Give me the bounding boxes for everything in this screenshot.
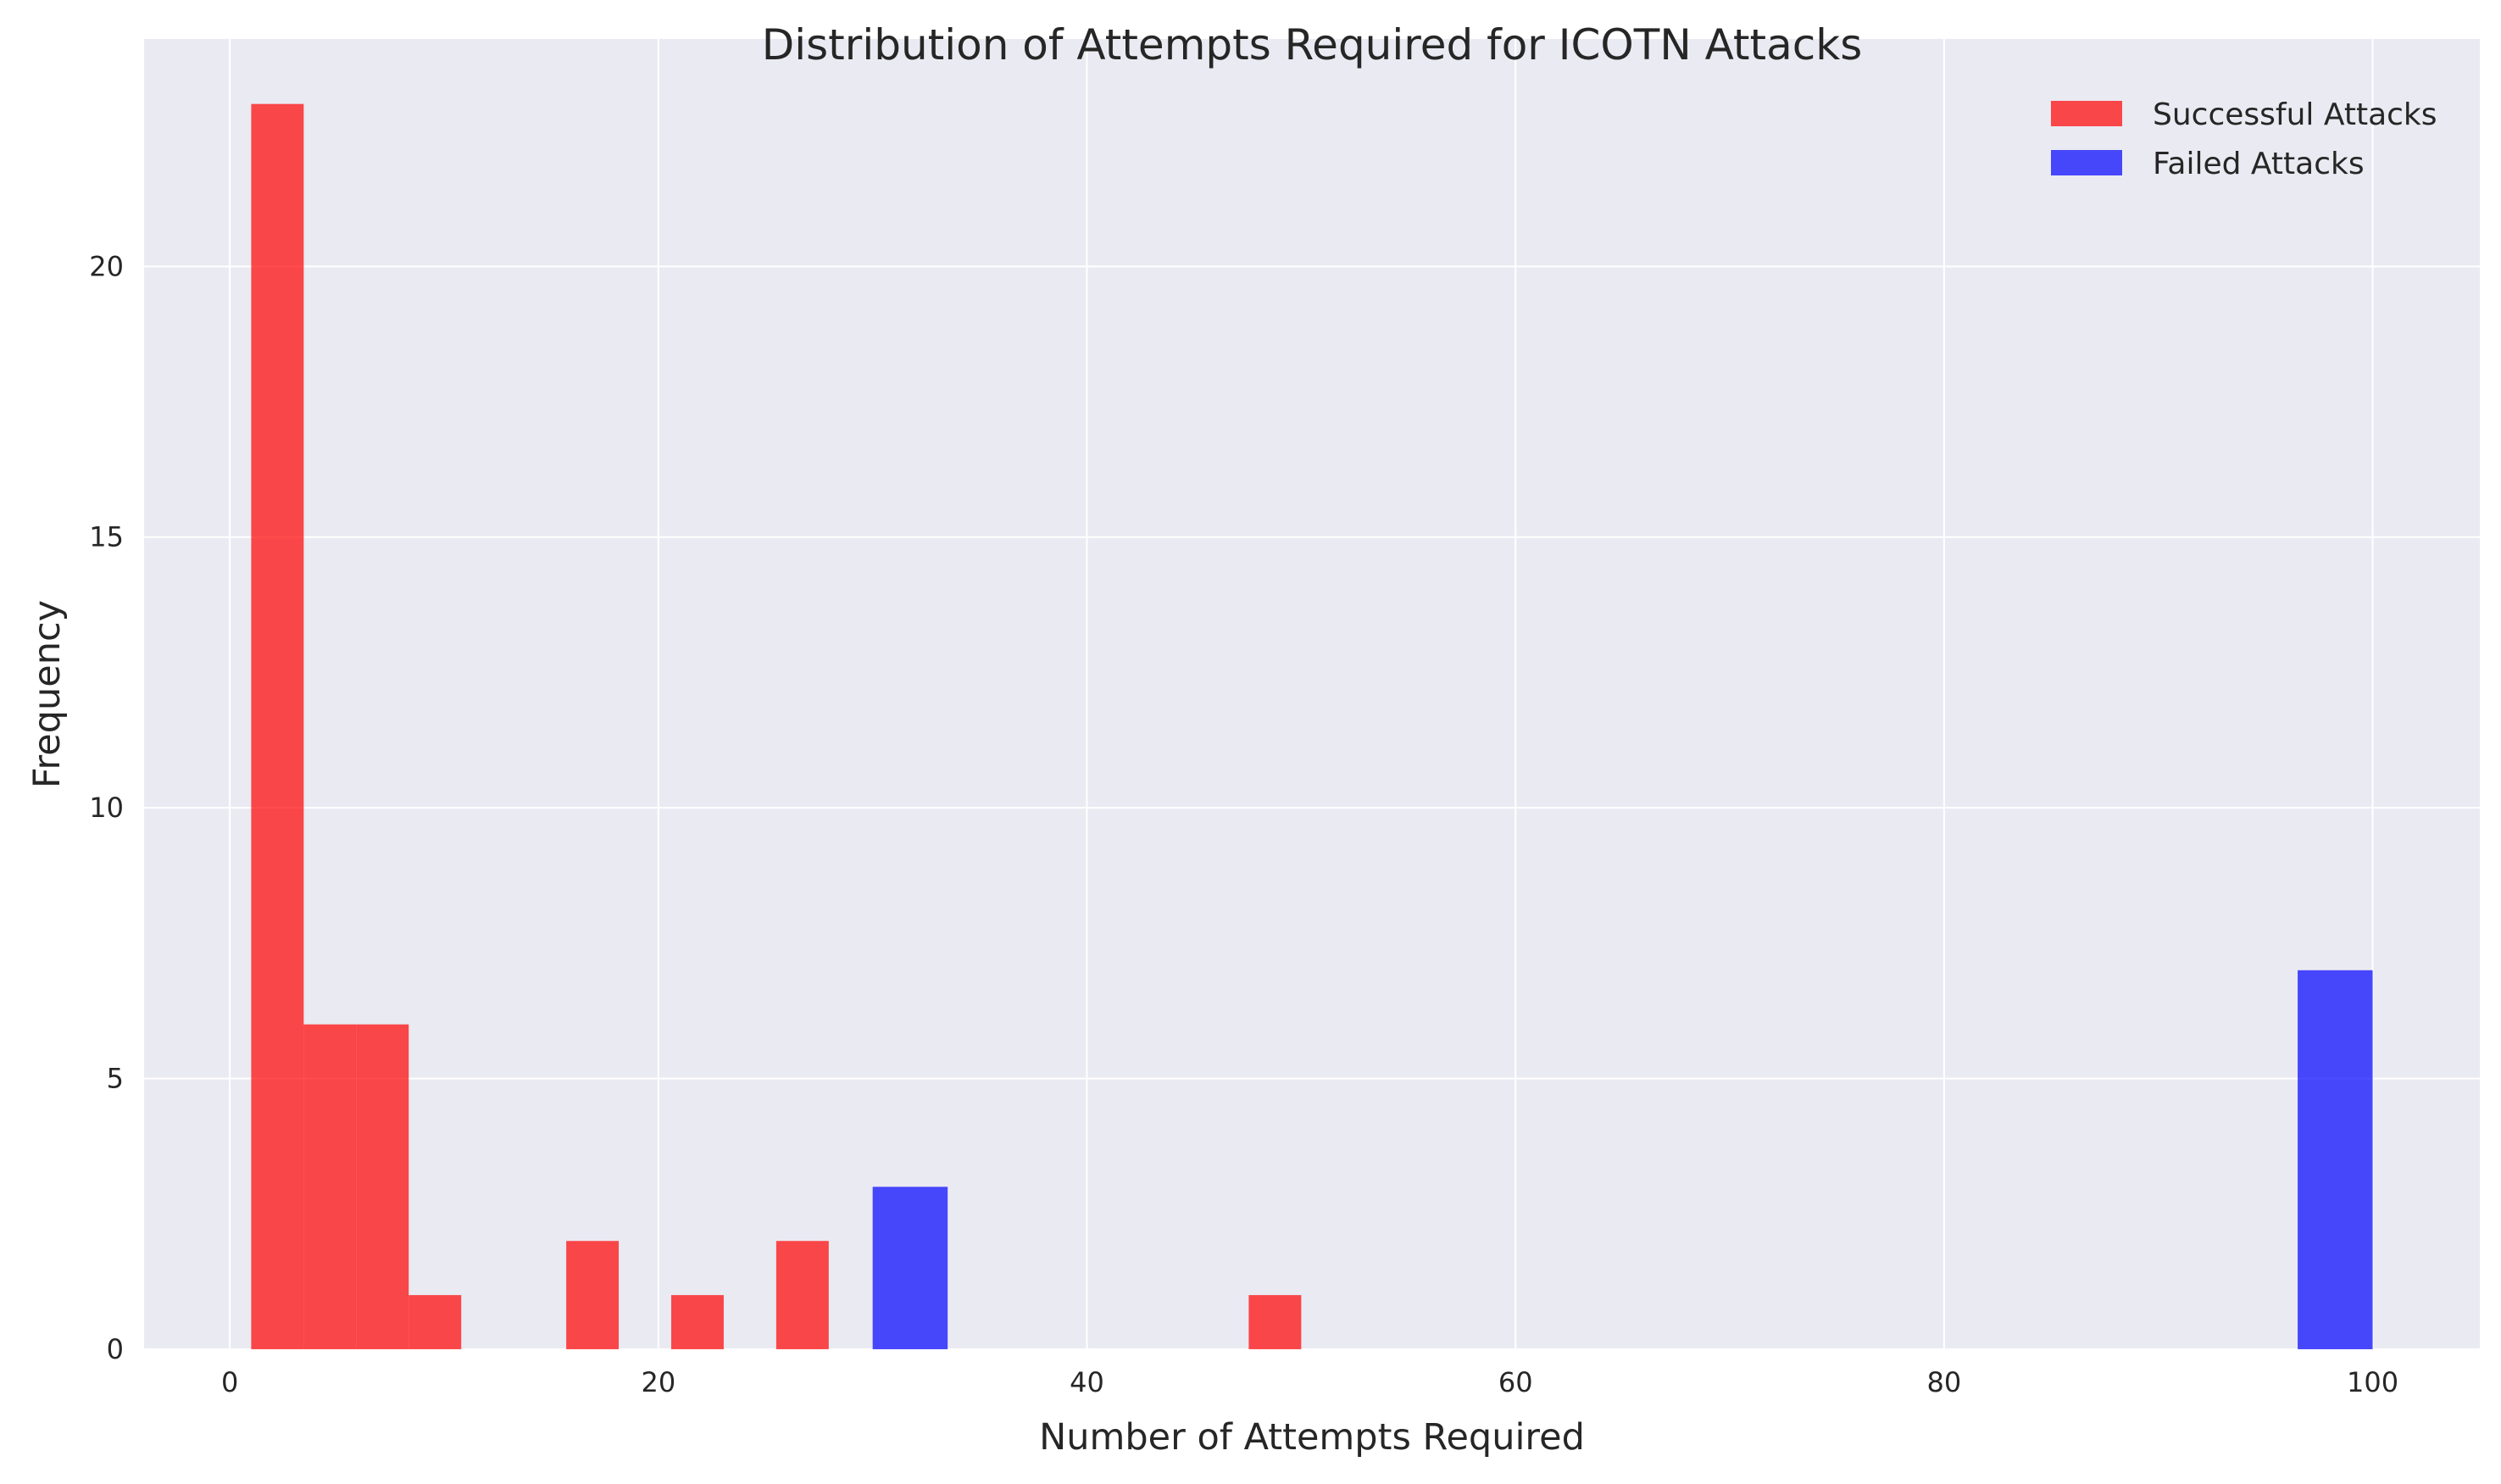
x-axis-ticks: 0 20 40 60 80 100 bbox=[221, 1366, 2398, 1398]
chart-title: Distribution of Attempts Required for IC… bbox=[762, 20, 1863, 69]
successful-attacks-bar bbox=[356, 1024, 409, 1349]
successful-attacks-bar bbox=[670, 1295, 724, 1349]
failed-attacks-bar bbox=[872, 1187, 948, 1349]
legend-swatch-failed bbox=[2051, 150, 2122, 175]
x-tick-label: 20 bbox=[641, 1366, 675, 1398]
y-tick-label: 20 bbox=[89, 250, 124, 282]
successful-attacks-bar bbox=[303, 1024, 357, 1349]
legend-swatch-successful bbox=[2051, 101, 2122, 126]
y-axis-label: Frequency bbox=[26, 600, 69, 788]
y-axis-ticks: 0 5 10 15 20 bbox=[89, 250, 124, 1365]
y-tick-label: 0 bbox=[107, 1333, 124, 1365]
x-axis-label: Number of Attempts Required bbox=[1039, 1416, 1585, 1459]
x-tick-label: 100 bbox=[2347, 1366, 2398, 1398]
failed-attacks-bar bbox=[2298, 970, 2373, 1349]
y-tick-label: 15 bbox=[89, 521, 124, 553]
successful-attacks-bar bbox=[775, 1241, 829, 1349]
y-tick-label: 10 bbox=[89, 792, 124, 824]
successful-attacks-bar bbox=[408, 1295, 462, 1349]
legend-label-failed: Failed Attacks bbox=[2153, 147, 2365, 181]
plot-area bbox=[144, 39, 2480, 1349]
grid-lines bbox=[144, 39, 2480, 1350]
x-tick-label: 80 bbox=[1927, 1366, 1962, 1398]
successful-attacks-bar bbox=[251, 103, 304, 1350]
x-tick-label: 40 bbox=[1070, 1366, 1104, 1398]
histogram-bars bbox=[251, 103, 2373, 1350]
x-tick-label: 0 bbox=[221, 1366, 238, 1398]
y-tick-label: 5 bbox=[107, 1063, 124, 1095]
successful-attacks-bar bbox=[1248, 1295, 1302, 1349]
x-tick-label: 60 bbox=[1498, 1366, 1533, 1398]
successful-attacks-bar bbox=[566, 1241, 620, 1349]
legend: Successful Attacks Failed Attacks bbox=[2051, 97, 2437, 181]
legend-label-successful: Successful Attacks bbox=[2153, 97, 2437, 132]
